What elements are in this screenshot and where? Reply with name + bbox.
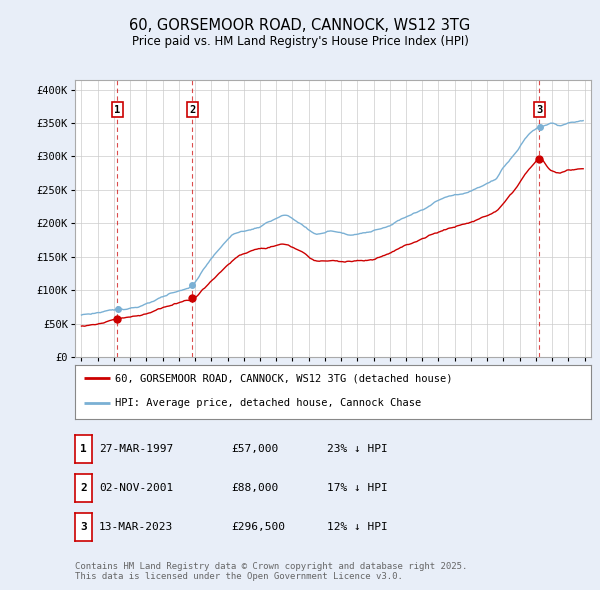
Text: 60, GORSEMOOR ROAD, CANNOCK, WS12 3TG: 60, GORSEMOOR ROAD, CANNOCK, WS12 3TG [130,18,470,32]
Text: £88,000: £88,000 [231,483,278,493]
Text: 3: 3 [80,522,87,532]
Text: Contains HM Land Registry data © Crown copyright and database right 2025.
This d: Contains HM Land Registry data © Crown c… [75,562,467,581]
Text: 1: 1 [114,104,121,114]
Text: 27-MAR-1997: 27-MAR-1997 [99,444,173,454]
Text: £57,000: £57,000 [231,444,278,454]
Text: 3: 3 [536,104,542,114]
Text: Price paid vs. HM Land Registry's House Price Index (HPI): Price paid vs. HM Land Registry's House … [131,35,469,48]
Text: 2: 2 [80,483,87,493]
Text: 60, GORSEMOOR ROAD, CANNOCK, WS12 3TG (detached house): 60, GORSEMOOR ROAD, CANNOCK, WS12 3TG (d… [115,373,453,383]
Text: 17% ↓ HPI: 17% ↓ HPI [327,483,388,493]
Text: 13-MAR-2023: 13-MAR-2023 [99,522,173,532]
Text: 2: 2 [190,104,196,114]
Text: HPI: Average price, detached house, Cannock Chase: HPI: Average price, detached house, Cann… [115,398,421,408]
Text: 12% ↓ HPI: 12% ↓ HPI [327,522,388,532]
Text: £296,500: £296,500 [231,522,285,532]
Text: 02-NOV-2001: 02-NOV-2001 [99,483,173,493]
Text: 23% ↓ HPI: 23% ↓ HPI [327,444,388,454]
Text: 1: 1 [80,444,87,454]
